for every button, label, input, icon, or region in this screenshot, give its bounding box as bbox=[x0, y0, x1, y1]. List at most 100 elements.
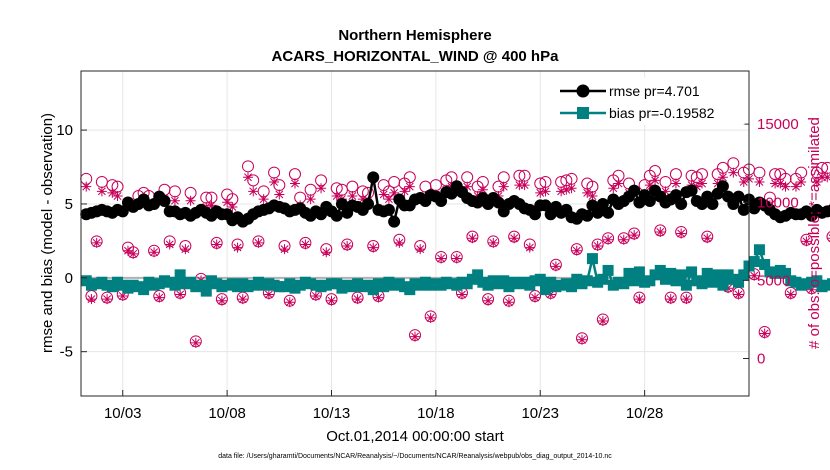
obs-assimilated-point bbox=[582, 187, 593, 198]
obs-assimilated-point bbox=[670, 178, 681, 189]
obs-assimilated-point bbox=[373, 292, 384, 303]
obs-assimilated-point bbox=[650, 175, 661, 186]
obs-assimilated-point bbox=[477, 184, 488, 195]
bias-point bbox=[169, 279, 181, 291]
obs-assimilated-point bbox=[81, 181, 92, 192]
obs-assimilated-point bbox=[488, 237, 499, 248]
obs-assimilated-point bbox=[733, 289, 744, 300]
bias-point bbox=[827, 278, 830, 290]
y-axis-label: rmse and bias (model - observation) bbox=[39, 113, 56, 353]
obs-assimilated-point bbox=[550, 261, 561, 272]
obs-assimilated-point bbox=[629, 230, 640, 241]
bias-point bbox=[581, 275, 593, 287]
obs-assimilated-point bbox=[811, 176, 822, 187]
chart-title-line1: Northern Hemisphere bbox=[338, 27, 491, 44]
bias-point bbox=[602, 264, 614, 276]
obs-assimilated-point bbox=[556, 186, 567, 197]
obs-assimilated-point bbox=[410, 331, 420, 342]
obs-assimilated-point bbox=[342, 241, 353, 251]
obs-assimilated-point bbox=[122, 245, 133, 256]
obs-assimilated-point bbox=[263, 289, 274, 300]
obs-possible-point bbox=[826, 231, 830, 243]
obs-assimilated-point bbox=[112, 191, 123, 201]
bias-point bbox=[733, 276, 745, 288]
bias-point bbox=[759, 259, 771, 271]
obs-assimilated-point bbox=[790, 181, 801, 192]
obs-assimilated-point bbox=[190, 337, 201, 348]
obs-assimilated-point bbox=[232, 242, 243, 253]
bias-point bbox=[670, 275, 682, 287]
obs-assimilated-point bbox=[128, 248, 139, 259]
bias-point bbox=[665, 267, 677, 279]
obs-assimilated-point bbox=[305, 194, 316, 205]
legend-rmse-label: rmse pr=4.701 bbox=[609, 83, 700, 99]
y-right-tick-label: 0 bbox=[757, 351, 765, 368]
obs-count-layer bbox=[80, 157, 830, 348]
obs-assimilated-point bbox=[117, 291, 128, 301]
rmse-point bbox=[581, 209, 594, 222]
obs-assimilated-point bbox=[462, 181, 473, 192]
rmse-point bbox=[685, 184, 698, 197]
obs-assimilated-point bbox=[279, 244, 290, 255]
obs-assimilated-point bbox=[519, 180, 530, 191]
y-axis-right-label: # of obs: o=possible; *=assimilated bbox=[806, 117, 823, 349]
obs-assimilated-point bbox=[592, 241, 603, 251]
obs-assimilated-point bbox=[331, 191, 342, 201]
obs-assimilated-point bbox=[253, 237, 264, 248]
bias-point bbox=[472, 269, 484, 281]
bias-point bbox=[780, 267, 792, 279]
obs-possible-point bbox=[242, 160, 254, 173]
rmse-point bbox=[675, 197, 688, 210]
obs-assimilated-point bbox=[597, 316, 608, 326]
bias-point bbox=[367, 284, 379, 296]
obs-assimilated-point bbox=[467, 233, 478, 244]
obs-assimilated-point bbox=[436, 253, 447, 264]
obs-assimilated-point bbox=[717, 172, 728, 183]
obs-assimilated-point bbox=[660, 186, 671, 197]
obs-assimilated-point bbox=[321, 247, 332, 258]
obs-assimilated-point bbox=[691, 181, 702, 192]
rmse-point bbox=[382, 203, 395, 216]
obs-assimilated-point bbox=[801, 236, 812, 247]
y-right-tick-label: 10000 bbox=[757, 194, 799, 211]
rmse-point bbox=[737, 203, 750, 216]
obs-assimilated-point bbox=[509, 233, 520, 244]
obs-assimilated-point bbox=[91, 237, 102, 248]
obs-assimilated-point bbox=[738, 176, 749, 187]
bias-point bbox=[701, 267, 713, 279]
obs-assimilated-point bbox=[316, 183, 327, 194]
y-tick-label: 5 bbox=[65, 196, 73, 213]
obs-assimilated-point bbox=[451, 253, 462, 264]
obs-assimilated-point bbox=[483, 295, 494, 306]
obs-assimilated-point bbox=[634, 294, 645, 305]
rmse-point bbox=[388, 215, 401, 228]
obs-assimilated-point bbox=[227, 201, 238, 212]
obs-assimilated-point bbox=[175, 289, 186, 300]
bias-point bbox=[686, 266, 698, 278]
obs-assimilated-point bbox=[86, 294, 97, 305]
obs-assimilated-point bbox=[185, 195, 196, 206]
rmse-point bbox=[602, 206, 615, 219]
rmse-point bbox=[591, 206, 604, 219]
rmse-point bbox=[367, 171, 380, 184]
obs-assimilated-point bbox=[107, 187, 118, 198]
bias-point bbox=[539, 284, 551, 296]
y-tick-label: 10 bbox=[56, 122, 73, 139]
rmse-point bbox=[335, 197, 348, 210]
obs-assimilated-point bbox=[644, 180, 655, 191]
obs-assimilated-point bbox=[456, 289, 467, 300]
bias-point bbox=[498, 275, 510, 287]
y-right-tick-label: 5000 bbox=[757, 272, 790, 289]
obs-assimilated-point bbox=[180, 244, 191, 255]
obs-assimilated-point bbox=[415, 244, 426, 255]
obs-assimilated-point bbox=[149, 247, 160, 258]
obs-assimilated-point bbox=[243, 172, 253, 183]
obs-assimilated-point bbox=[498, 181, 509, 192]
bias-point bbox=[174, 269, 186, 281]
rmse-point bbox=[596, 197, 609, 210]
obs-assimilated-point bbox=[806, 284, 817, 295]
rmse-point bbox=[539, 199, 552, 212]
obs-assimilated-point bbox=[587, 191, 598, 201]
bias-point bbox=[586, 253, 598, 265]
obs-assimilated-point bbox=[425, 312, 436, 323]
